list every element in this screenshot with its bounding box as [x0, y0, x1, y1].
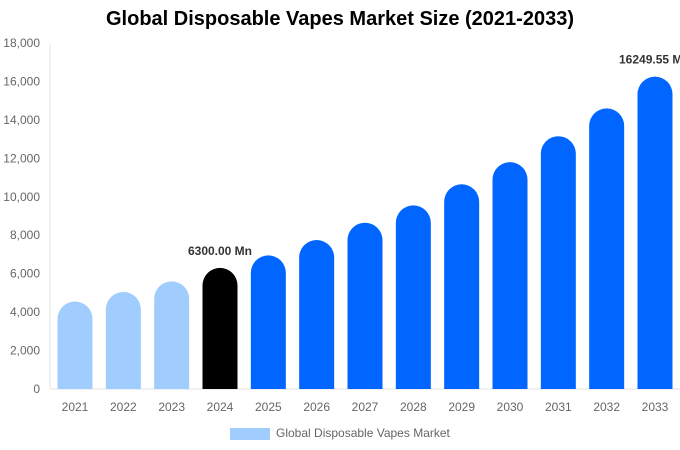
bar-2031	[540, 136, 576, 389]
x-tick-label: 2024	[207, 400, 234, 414]
y-tick-label: 8,000	[10, 228, 40, 242]
x-tick-label: 2031	[545, 400, 572, 414]
y-tick-label: 18,000	[3, 36, 40, 50]
y-tick-label: 14,000	[3, 113, 40, 127]
x-tick-label: 2032	[593, 400, 620, 414]
bar-2025	[250, 255, 286, 389]
y-tick-label: 12,000	[3, 151, 40, 165]
x-tick-label: 2021	[62, 400, 89, 414]
bar-2023	[154, 281, 190, 389]
bar-2024	[202, 267, 238, 389]
legend-swatch	[230, 428, 270, 440]
x-tick-label: 2026	[303, 400, 330, 414]
x-tick-label: 2029	[448, 400, 475, 414]
bar-2032	[589, 108, 625, 389]
x-tick-label: 2023	[158, 400, 185, 414]
y-tick-label: 6,000	[10, 267, 40, 281]
bar-2029	[444, 184, 480, 389]
x-tick-label: 2030	[497, 400, 524, 414]
y-tick-label: 10,000	[3, 190, 40, 204]
x-tick-label: 2028	[400, 400, 427, 414]
chart-title: Global Disposable Vapes Market Size (202…	[106, 8, 574, 30]
data-label-2024: 6300.00 Mn	[188, 244, 252, 258]
bar-2033	[637, 76, 673, 390]
y-tick-label: 4,000	[10, 305, 40, 319]
x-tick-label: 2025	[255, 400, 282, 414]
y-tick-label: 2,000	[10, 344, 40, 358]
bar-2030	[492, 162, 528, 389]
legend-label: Global Disposable Vapes Market	[276, 426, 451, 440]
x-tick-label: 2027	[352, 400, 379, 414]
x-tick-label: 2022	[110, 400, 137, 414]
bar-2021	[57, 301, 93, 389]
y-tick-label: 16,000	[3, 74, 40, 88]
x-tick-label: 2033	[642, 400, 669, 414]
bar-2027	[347, 222, 383, 389]
bar-2028	[395, 205, 431, 389]
y-tick-label: 0	[33, 382, 40, 396]
data-label-2033: 16249.55 Mn	[619, 53, 680, 67]
bar-2022	[105, 291, 141, 389]
bar-2026	[299, 240, 335, 389]
